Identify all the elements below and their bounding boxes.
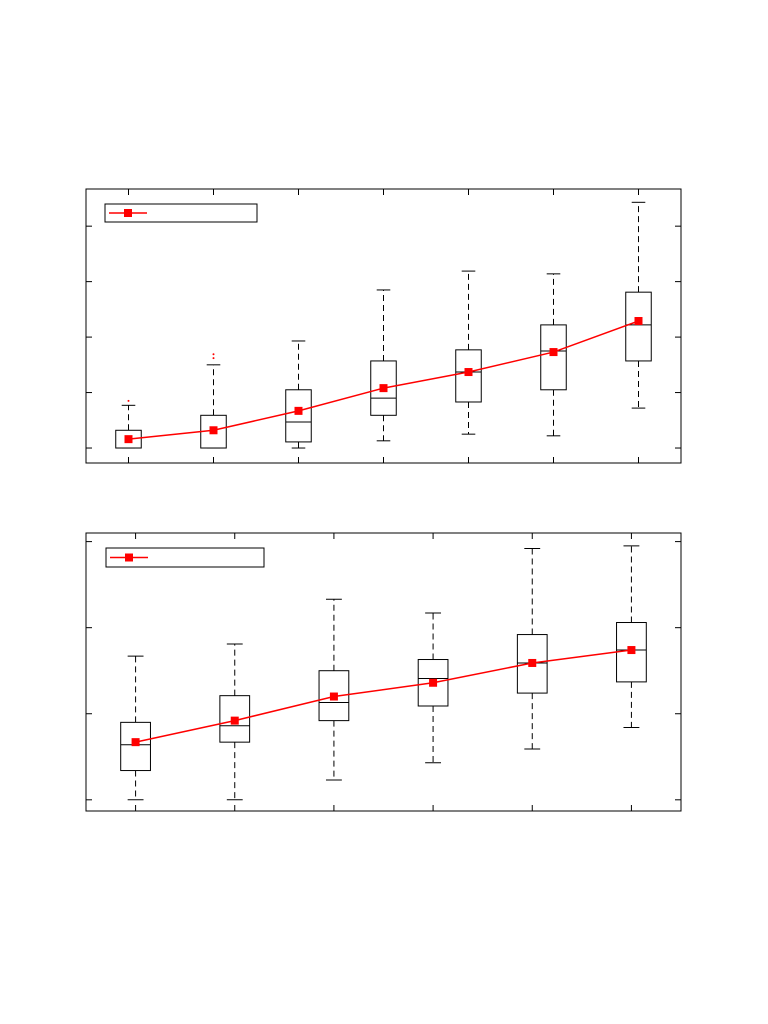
legend-box	[104, 203, 258, 223]
mean-marker	[379, 384, 388, 393]
box	[318, 670, 350, 722]
box	[417, 659, 449, 707]
mean-marker	[429, 678, 438, 687]
plot-frame	[85, 532, 682, 812]
mean-marker	[124, 435, 133, 444]
legend-box	[105, 547, 265, 568]
mean-marker	[329, 692, 338, 701]
mean-line	[135, 649, 632, 743]
box	[219, 695, 251, 743]
legend-marker	[125, 553, 133, 562]
outlier	[212, 353, 215, 356]
mean-marker	[464, 368, 473, 377]
box	[455, 349, 482, 403]
box	[370, 360, 397, 416]
mean-marker	[627, 646, 636, 655]
outlier	[127, 399, 130, 402]
box	[540, 324, 567, 391]
mean-marker	[209, 426, 218, 435]
box	[285, 389, 312, 443]
mean-marker	[549, 348, 558, 357]
box	[625, 291, 652, 362]
mean-marker	[131, 738, 140, 747]
box	[516, 634, 548, 694]
mean-marker	[230, 716, 239, 725]
box	[120, 721, 151, 772]
mean-marker	[528, 658, 537, 667]
mean-marker	[294, 406, 303, 415]
legend-marker	[124, 209, 132, 217]
outlier	[212, 357, 215, 360]
mean-marker	[634, 317, 643, 326]
